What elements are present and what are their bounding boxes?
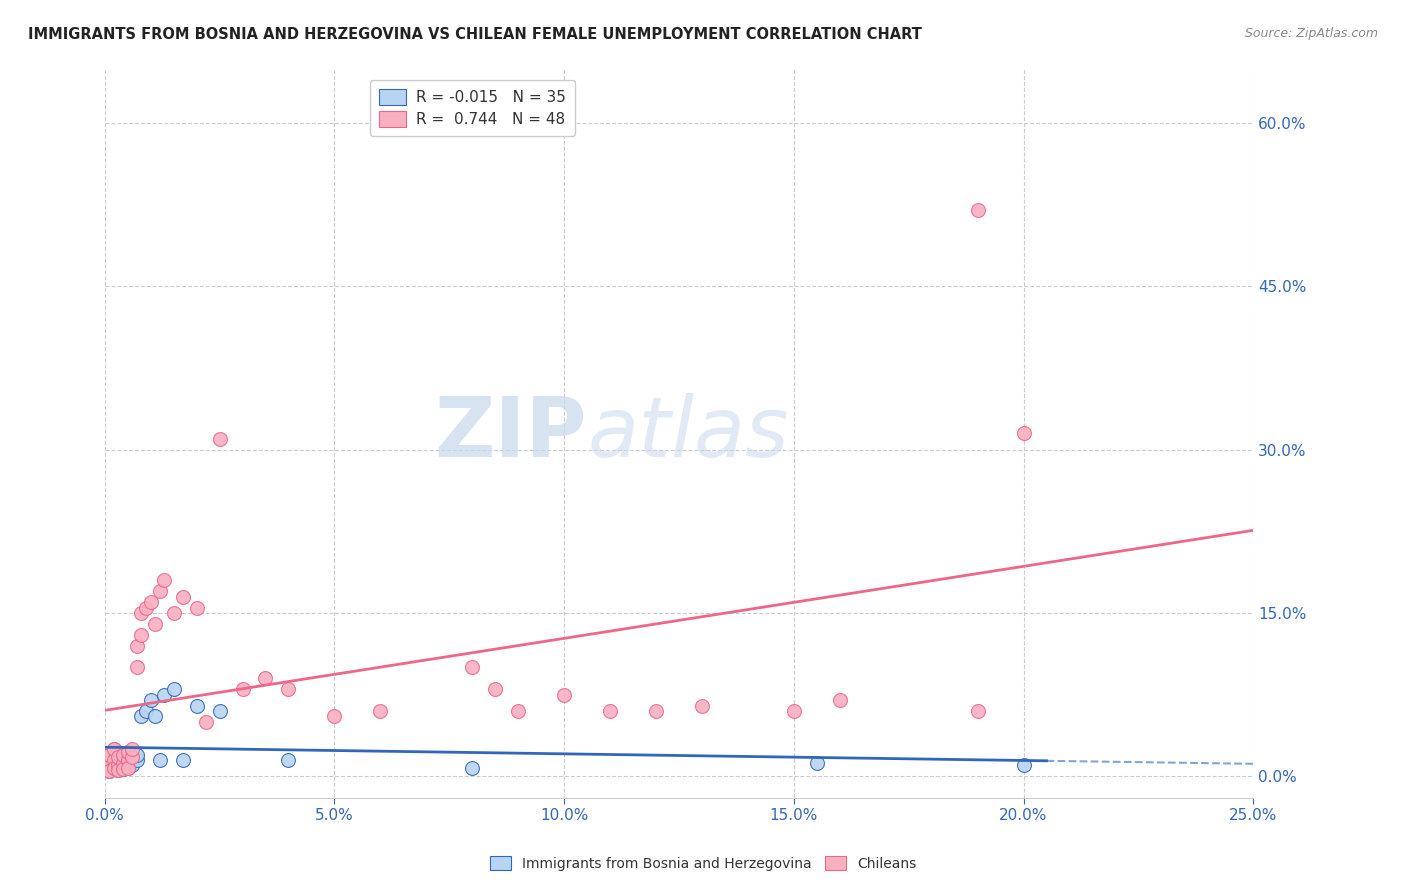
Point (121, 758, 143, 772)
Point (143, 709, 166, 723)
Point (103, 761, 125, 775)
Point (107, 749, 129, 764)
Point (277, 753, 299, 767)
Point (599, 704, 621, 718)
Point (112, 747, 135, 762)
Point (103, 742, 125, 756)
Point (98, 747, 121, 762)
Point (323, 709, 346, 723)
Text: atlas: atlas (588, 392, 789, 474)
Point (98, 747, 121, 762)
Point (117, 761, 139, 775)
Point (112, 762, 135, 776)
Point (125, 747, 148, 762)
Point (966, 203, 988, 218)
Point (1012, 758, 1035, 772)
Point (172, 590, 194, 604)
Point (107, 763, 129, 777)
Point (103, 756, 125, 771)
Point (208, 432, 231, 446)
Point (112, 756, 135, 771)
Point (162, 682, 184, 697)
Point (1012, 426, 1035, 441)
Legend: R = -0.015   N = 35, R =  0.744   N = 48: R = -0.015 N = 35, R = 0.744 N = 48 (370, 79, 575, 136)
Legend: Immigrants from Bosnia and Herzegovina, Chileans: Immigrants from Bosnia and Herzegovina, … (484, 851, 922, 876)
Point (103, 753, 125, 767)
Point (208, 704, 231, 718)
Point (107, 763, 129, 777)
Text: IMMIGRANTS FROM BOSNIA AND HERZEGOVINA VS CHILEAN FEMALE UNEMPLOYMENT CORRELATIO: IMMIGRANTS FROM BOSNIA AND HERZEGOVINA V… (28, 27, 922, 42)
Point (112, 756, 135, 771)
Point (125, 660, 148, 674)
Point (125, 639, 148, 653)
Point (112, 762, 135, 776)
Point (143, 616, 166, 631)
Point (139, 693, 162, 707)
Point (121, 749, 143, 764)
Point (966, 704, 988, 718)
Point (135, 704, 157, 718)
Point (254, 671, 277, 685)
Point (162, 606, 184, 620)
Point (121, 749, 143, 764)
Point (135, 600, 157, 615)
Point (553, 688, 575, 702)
Point (828, 693, 851, 707)
Point (103, 753, 125, 767)
Text: ZIP: ZIP (434, 392, 588, 474)
Point (508, 704, 530, 718)
Point (690, 698, 713, 713)
Point (121, 742, 143, 756)
Point (370, 704, 392, 718)
Point (277, 682, 299, 697)
Point (172, 753, 194, 767)
Point (806, 756, 828, 771)
Text: Source: ZipAtlas.com: Source: ZipAtlas.com (1244, 27, 1378, 40)
Point (645, 704, 668, 718)
Point (131, 628, 153, 642)
Point (117, 753, 139, 767)
Point (117, 745, 139, 759)
Point (125, 753, 148, 767)
Point (98, 764, 121, 778)
Point (153, 574, 176, 588)
Point (139, 595, 162, 609)
Point (107, 749, 129, 764)
Point (103, 761, 125, 775)
Point (153, 688, 176, 702)
Point (149, 584, 172, 599)
Point (461, 660, 484, 674)
Point (231, 682, 253, 697)
Point (186, 698, 208, 713)
Point (117, 745, 139, 759)
Point (103, 742, 125, 756)
Point (783, 704, 806, 718)
Point (131, 709, 153, 723)
Point (117, 761, 139, 775)
Point (461, 761, 484, 775)
Point (117, 753, 139, 767)
Point (98, 758, 121, 772)
Point (98, 758, 121, 772)
Point (194, 714, 217, 729)
Point (484, 682, 506, 697)
Point (107, 745, 129, 759)
Point (186, 600, 208, 615)
Point (112, 747, 135, 762)
Point (107, 758, 129, 772)
Point (98, 764, 121, 778)
Point (149, 753, 172, 767)
Point (131, 606, 153, 620)
Point (107, 758, 129, 772)
